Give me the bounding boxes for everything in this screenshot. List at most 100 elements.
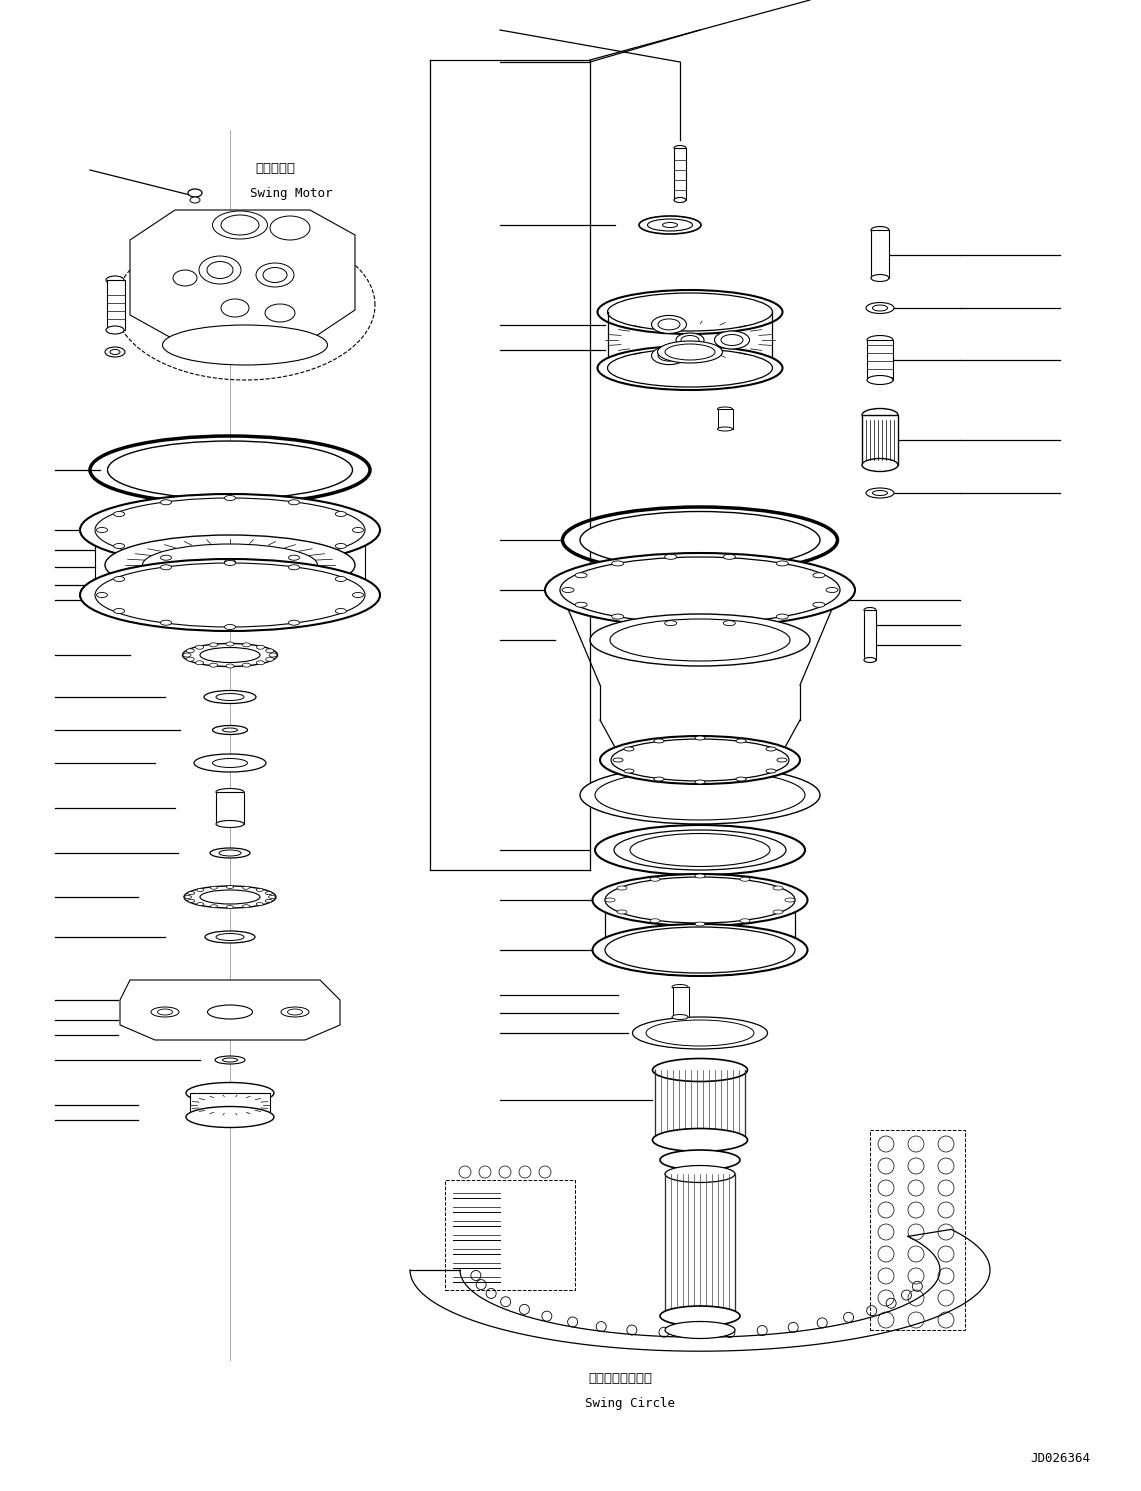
- Ellipse shape: [665, 1166, 735, 1182]
- Ellipse shape: [658, 350, 680, 361]
- Ellipse shape: [610, 619, 790, 661]
- Ellipse shape: [672, 1014, 688, 1020]
- Text: 旋回モータ: 旋回モータ: [254, 163, 296, 174]
- Ellipse shape: [257, 646, 265, 649]
- Ellipse shape: [289, 565, 299, 570]
- Ellipse shape: [335, 608, 347, 613]
- Ellipse shape: [266, 899, 273, 902]
- Ellipse shape: [216, 1006, 244, 1017]
- Text: Swing Circle: Swing Circle: [585, 1397, 675, 1410]
- Ellipse shape: [861, 409, 898, 422]
- Ellipse shape: [225, 559, 235, 565]
- Ellipse shape: [605, 877, 795, 923]
- Ellipse shape: [639, 216, 701, 234]
- Ellipse shape: [650, 877, 659, 881]
- Ellipse shape: [221, 215, 259, 236]
- Ellipse shape: [188, 189, 202, 197]
- Ellipse shape: [575, 602, 588, 607]
- Ellipse shape: [612, 614, 624, 619]
- Ellipse shape: [97, 592, 107, 598]
- Ellipse shape: [106, 327, 124, 334]
- Ellipse shape: [624, 747, 634, 751]
- Ellipse shape: [186, 649, 194, 653]
- Ellipse shape: [659, 1150, 741, 1170]
- Ellipse shape: [216, 933, 244, 941]
- Ellipse shape: [741, 918, 750, 923]
- Bar: [107, 280, 126, 330]
- Ellipse shape: [161, 620, 171, 625]
- Ellipse shape: [227, 905, 234, 908]
- Ellipse shape: [270, 216, 310, 240]
- Ellipse shape: [107, 441, 353, 499]
- Ellipse shape: [207, 261, 233, 279]
- Ellipse shape: [212, 759, 248, 768]
- Ellipse shape: [563, 587, 574, 592]
- Ellipse shape: [652, 346, 687, 365]
- Ellipse shape: [575, 573, 588, 577]
- Ellipse shape: [871, 227, 889, 234]
- Ellipse shape: [613, 757, 623, 762]
- Ellipse shape: [212, 212, 267, 239]
- Bar: [861, 414, 898, 465]
- Ellipse shape: [195, 661, 203, 665]
- Ellipse shape: [617, 886, 628, 890]
- Ellipse shape: [196, 902, 204, 905]
- Ellipse shape: [598, 346, 783, 391]
- Ellipse shape: [114, 608, 124, 613]
- Ellipse shape: [262, 267, 288, 282]
- Ellipse shape: [194, 754, 266, 772]
- Ellipse shape: [659, 1306, 741, 1325]
- Ellipse shape: [663, 222, 678, 228]
- Ellipse shape: [157, 1009, 172, 1015]
- Ellipse shape: [545, 553, 855, 628]
- Ellipse shape: [114, 577, 124, 581]
- Ellipse shape: [736, 740, 746, 743]
- Ellipse shape: [212, 726, 248, 735]
- Ellipse shape: [580, 766, 820, 825]
- Text: JD026364: JD026364: [1030, 1452, 1090, 1466]
- Ellipse shape: [675, 332, 704, 347]
- Ellipse shape: [225, 625, 235, 629]
- Ellipse shape: [114, 511, 124, 516]
- Ellipse shape: [114, 544, 124, 549]
- Ellipse shape: [257, 902, 264, 905]
- Ellipse shape: [772, 910, 783, 914]
- Ellipse shape: [257, 661, 265, 665]
- Ellipse shape: [594, 769, 806, 820]
- Ellipse shape: [721, 334, 743, 346]
- Ellipse shape: [630, 833, 770, 866]
- Ellipse shape: [243, 905, 250, 908]
- Bar: [864, 610, 876, 661]
- Ellipse shape: [151, 1006, 179, 1017]
- Ellipse shape: [281, 1006, 309, 1017]
- Ellipse shape: [216, 693, 244, 701]
- Ellipse shape: [335, 577, 347, 581]
- Ellipse shape: [718, 426, 733, 431]
- Ellipse shape: [191, 197, 200, 203]
- Ellipse shape: [288, 1009, 302, 1015]
- Ellipse shape: [650, 918, 659, 923]
- Ellipse shape: [210, 848, 250, 857]
- Ellipse shape: [612, 561, 624, 567]
- Ellipse shape: [812, 573, 825, 577]
- Ellipse shape: [186, 1106, 274, 1127]
- Ellipse shape: [210, 886, 218, 889]
- Ellipse shape: [580, 511, 820, 568]
- Ellipse shape: [205, 930, 254, 942]
- Ellipse shape: [183, 653, 191, 658]
- Ellipse shape: [208, 1005, 252, 1018]
- Ellipse shape: [227, 886, 234, 889]
- Ellipse shape: [183, 644, 277, 666]
- Ellipse shape: [95, 498, 365, 562]
- Ellipse shape: [219, 850, 241, 856]
- Ellipse shape: [647, 219, 693, 231]
- Ellipse shape: [664, 555, 677, 559]
- Ellipse shape: [654, 777, 664, 781]
- Ellipse shape: [222, 1009, 237, 1015]
- Ellipse shape: [289, 555, 299, 561]
- Ellipse shape: [256, 262, 294, 286]
- Ellipse shape: [605, 898, 615, 902]
- Ellipse shape: [741, 877, 750, 881]
- Ellipse shape: [866, 488, 895, 498]
- Ellipse shape: [653, 1129, 747, 1151]
